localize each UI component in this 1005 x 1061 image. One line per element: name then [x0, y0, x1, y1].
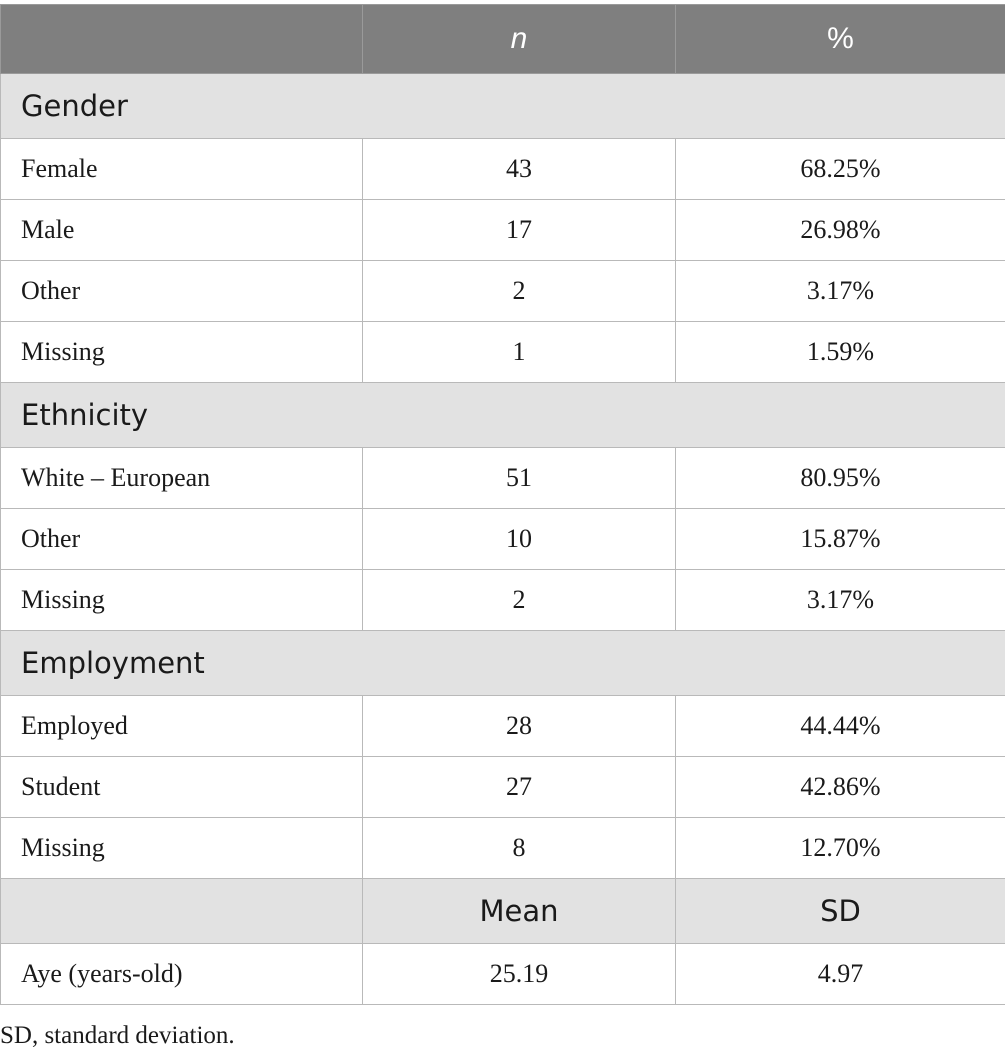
section-title: Gender — [0, 73, 1005, 139]
row-percent: 80.95% — [675, 447, 1005, 509]
row-percent: 15.87% — [675, 508, 1005, 570]
table-row: Student 27 42.86% — [0, 756, 1005, 818]
row-percent: 68.25% — [675, 138, 1005, 200]
table-row: Other 2 3.17% — [0, 260, 1005, 322]
table-row: Other 10 15.87% — [0, 508, 1005, 570]
header-empty-cell — [0, 4, 363, 74]
row-percent: 1.59% — [675, 321, 1005, 383]
row-label: Employed — [0, 695, 363, 757]
stats-header-row: Mean SD — [0, 878, 1005, 944]
row-label: Other — [0, 260, 363, 322]
table-header-row: n % — [0, 4, 1005, 74]
table-footnote: SD, standard deviation. — [0, 1022, 235, 1049]
age-sd: 4.97 — [675, 943, 1005, 1005]
table-row: Male 17 26.98% — [0, 199, 1005, 261]
row-percent: 44.44% — [675, 695, 1005, 757]
section-header-gender: Gender — [0, 73, 1005, 139]
section-title: Employment — [0, 630, 1005, 696]
table-row: Missing 1 1.59% — [0, 321, 1005, 383]
section-header-employment: Employment — [0, 630, 1005, 696]
row-percent: 3.17% — [675, 569, 1005, 631]
row-label: Other — [0, 508, 363, 570]
row-n: 1 — [362, 321, 676, 383]
age-stats-row: Aye (years-old) 25.19 4.97 — [0, 943, 1005, 1005]
table-row: Female 43 68.25% — [0, 138, 1005, 200]
stats-header-mean: Mean — [362, 878, 676, 944]
table-row: Missing 8 12.70% — [0, 817, 1005, 879]
row-label: White – European — [0, 447, 363, 509]
age-mean: 25.19 — [362, 943, 676, 1005]
row-label: Missing — [0, 817, 363, 879]
table-row: White – European 51 80.95% — [0, 447, 1005, 509]
demographics-table: n % Gender Female 43 68.25% Male 17 26.9… — [0, 4, 1005, 1005]
row-label: Missing — [0, 321, 363, 383]
row-label: Aye (years-old) — [0, 943, 363, 1005]
table-row: Missing 2 3.17% — [0, 569, 1005, 631]
row-n: 2 — [362, 260, 676, 322]
table-row: Employed 28 44.44% — [0, 695, 1005, 757]
row-n: 28 — [362, 695, 676, 757]
row-n: 43 — [362, 138, 676, 200]
row-label: Missing — [0, 569, 363, 631]
row-n: 27 — [362, 756, 676, 818]
row-n: 10 — [362, 508, 676, 570]
stats-header-empty-cell — [0, 878, 363, 944]
section-title: Ethnicity — [0, 382, 1005, 448]
section-header-ethnicity: Ethnicity — [0, 382, 1005, 448]
row-percent: 12.70% — [675, 817, 1005, 879]
row-percent: 42.86% — [675, 756, 1005, 818]
header-percent: % — [675, 4, 1005, 74]
row-label: Male — [0, 199, 363, 261]
row-n: 8 — [362, 817, 676, 879]
row-percent: 3.17% — [675, 260, 1005, 322]
row-n: 51 — [362, 447, 676, 509]
header-n: n — [362, 4, 676, 74]
row-label: Female — [0, 138, 363, 200]
row-percent: 26.98% — [675, 199, 1005, 261]
row-n: 2 — [362, 569, 676, 631]
row-n: 17 — [362, 199, 676, 261]
row-label: Student — [0, 756, 363, 818]
stats-header-sd: SD — [675, 878, 1005, 944]
